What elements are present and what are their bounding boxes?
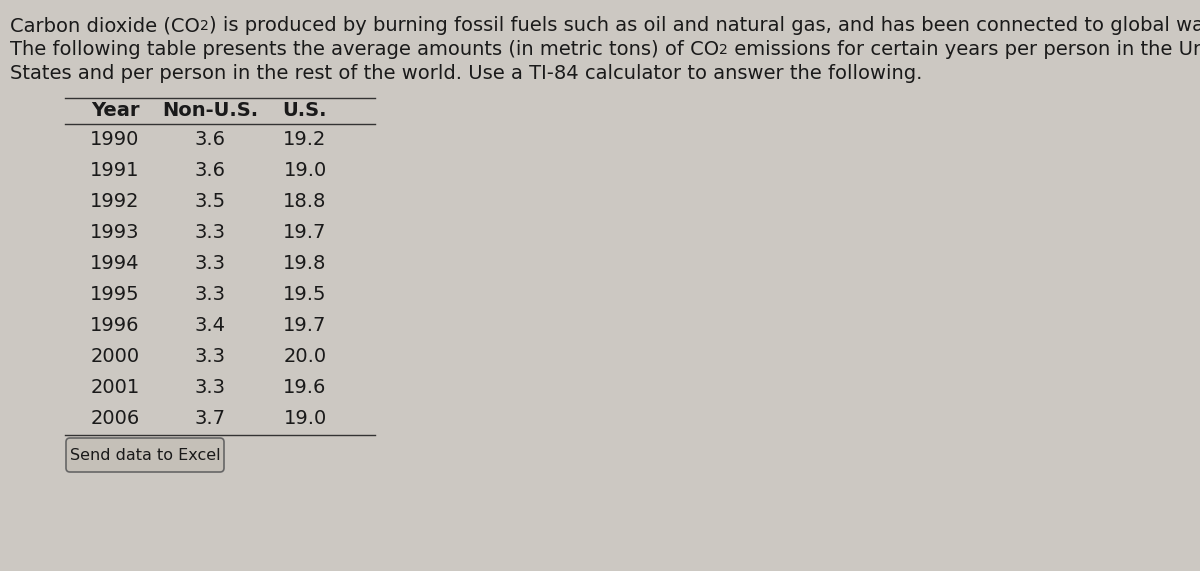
- Text: Year: Year: [91, 101, 139, 120]
- Text: 3.5: 3.5: [194, 192, 226, 211]
- Text: 2000: 2000: [90, 347, 139, 366]
- Text: 1990: 1990: [90, 130, 139, 149]
- Text: 19.6: 19.6: [283, 378, 326, 397]
- Text: 1993: 1993: [90, 223, 139, 242]
- Text: 3.3: 3.3: [194, 254, 226, 273]
- Text: 1994: 1994: [90, 254, 139, 273]
- Text: ) is produced by burning fossil fuels such as oil and natural gas, and has been : ) is produced by burning fossil fuels su…: [209, 16, 1200, 35]
- Text: Send data to Excel: Send data to Excel: [70, 448, 221, 463]
- Text: 3.3: 3.3: [194, 223, 226, 242]
- Text: 2: 2: [200, 19, 209, 33]
- Text: U.S.: U.S.: [283, 101, 328, 120]
- Text: 3.6: 3.6: [194, 130, 226, 149]
- Text: emissions for certain years per person in the United: emissions for certain years per person i…: [728, 40, 1200, 59]
- Text: 19.7: 19.7: [283, 316, 326, 335]
- Text: Non-U.S.: Non-U.S.: [162, 101, 258, 120]
- Text: 2: 2: [719, 43, 728, 57]
- Text: Carbon dioxide (CO: Carbon dioxide (CO: [10, 16, 200, 35]
- Text: The following table presents the average amounts (in metric tons) of CO: The following table presents the average…: [10, 40, 719, 59]
- Text: 1996: 1996: [90, 316, 139, 335]
- Text: 19.0: 19.0: [283, 161, 326, 180]
- Text: 19.7: 19.7: [283, 223, 326, 242]
- Text: 19.8: 19.8: [283, 254, 326, 273]
- Text: 3.6: 3.6: [194, 161, 226, 180]
- Text: 1992: 1992: [90, 192, 139, 211]
- Text: 2006: 2006: [90, 409, 139, 428]
- Text: 19.2: 19.2: [283, 130, 326, 149]
- Text: 3.7: 3.7: [194, 409, 226, 428]
- Text: 3.3: 3.3: [194, 347, 226, 366]
- Text: 1991: 1991: [90, 161, 139, 180]
- Text: 2001: 2001: [90, 378, 139, 397]
- Text: 3.3: 3.3: [194, 285, 226, 304]
- Text: 19.0: 19.0: [283, 409, 326, 428]
- Text: 18.8: 18.8: [283, 192, 326, 211]
- FancyBboxPatch shape: [66, 438, 224, 472]
- Text: States and per person in the rest of the world. Use a TI-84 calculator to answer: States and per person in the rest of the…: [10, 64, 923, 83]
- Text: 3.3: 3.3: [194, 378, 226, 397]
- Text: 3.4: 3.4: [194, 316, 226, 335]
- Text: 19.5: 19.5: [283, 285, 326, 304]
- Text: 20.0: 20.0: [283, 347, 326, 366]
- Text: 1995: 1995: [90, 285, 140, 304]
